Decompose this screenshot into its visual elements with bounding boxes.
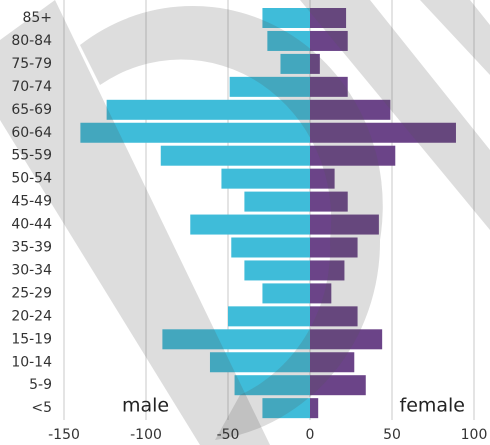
chart: -150 -100 -50 0 50 100 85+ 80-84 75-79 70-74 65-69… <box>0 0 490 445</box>
x-tick-label: 100 <box>461 427 488 443</box>
legend-label: male <box>122 395 169 417</box>
y-tick-label: 35-39 <box>11 240 52 256</box>
bar <box>107 100 310 120</box>
bar <box>161 146 310 166</box>
y-tick-label: 15-19 <box>11 331 52 347</box>
legend-label: female <box>400 395 466 417</box>
bar <box>190 215 310 235</box>
x-tick-label: -150 <box>48 427 80 443</box>
y-tick-label: 40-44 <box>11 217 52 233</box>
bar <box>262 283 310 303</box>
y-tick-label: 50-54 <box>11 171 52 187</box>
x-tick-label: -100 <box>130 427 162 443</box>
y-tick-label: <5 <box>31 400 52 416</box>
y-tick-label: 10-14 <box>11 354 52 370</box>
x-tick-label: -50 <box>217 427 240 443</box>
bar <box>231 238 310 258</box>
y-tick-label: 5-9 <box>29 377 52 393</box>
x-tick-label: 50 <box>383 427 401 443</box>
y-tick-label: 85+ <box>22 10 52 26</box>
y-tick-label: 70-74 <box>11 79 52 95</box>
y-tick-label: 80-84 <box>11 33 52 49</box>
bar <box>310 398 318 418</box>
bar <box>244 192 310 212</box>
y-tick-label: 75-79 <box>11 56 52 72</box>
y-tick-label: 55-59 <box>11 148 52 164</box>
x-tick-label: 0 <box>306 427 315 443</box>
y-tick-label: 30-34 <box>11 262 52 278</box>
y-tick-label: 25-29 <box>11 285 52 301</box>
y-tick-label: 60-64 <box>11 125 52 141</box>
bar <box>221 169 310 189</box>
y-tick-label: 65-69 <box>11 102 52 118</box>
y-tick-label: 20-24 <box>11 308 52 324</box>
bar <box>228 306 310 326</box>
y-tick-label: 45-49 <box>11 194 52 210</box>
bar <box>244 260 310 280</box>
